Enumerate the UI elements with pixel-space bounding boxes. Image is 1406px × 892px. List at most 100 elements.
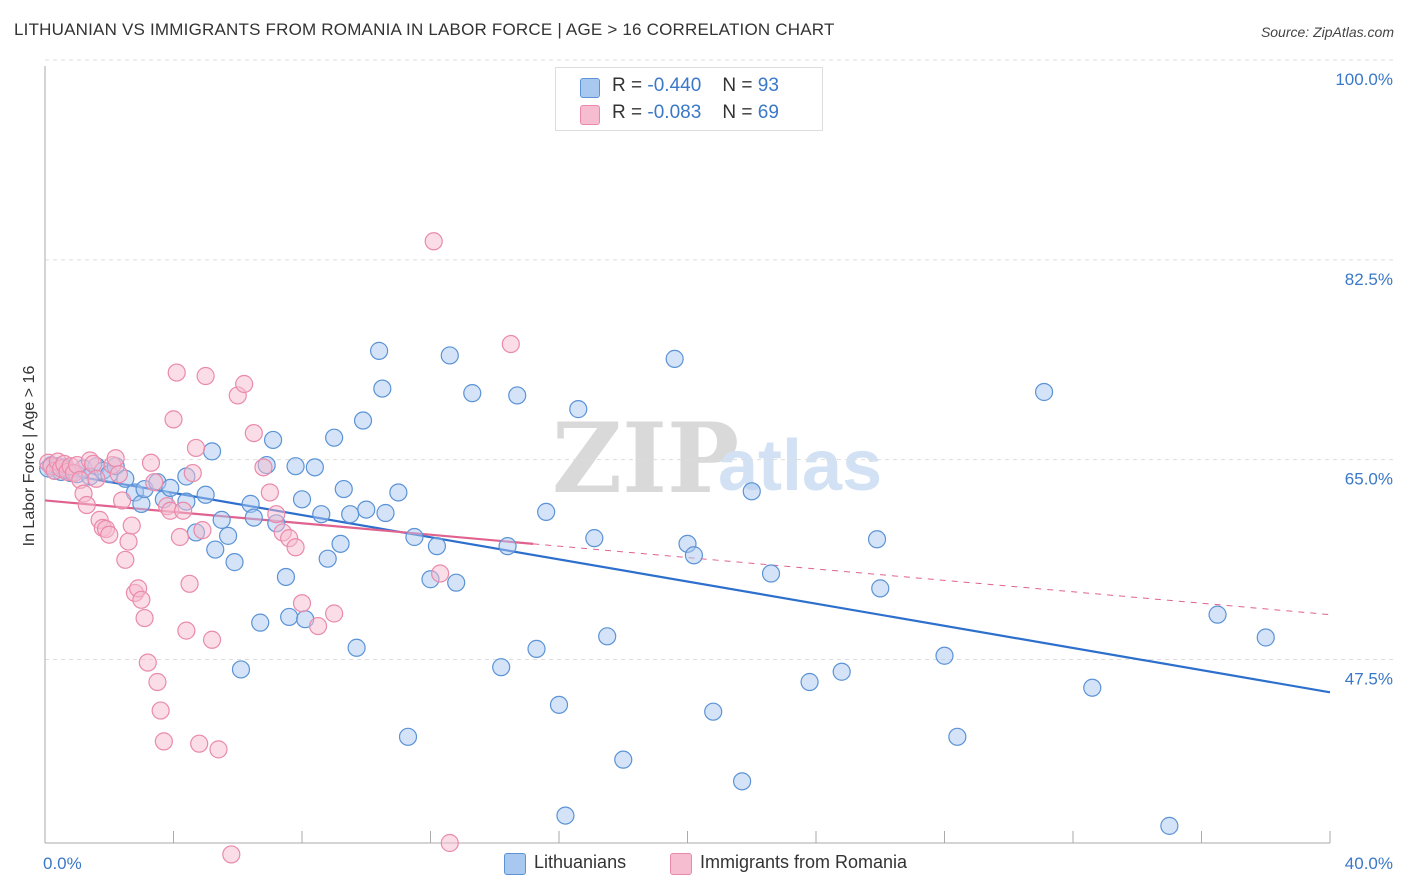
lithuanian-point	[305, 458, 324, 477]
lithuanian-point	[219, 526, 238, 545]
watermark-zip: ZIP	[552, 402, 739, 515]
romania-point	[308, 616, 328, 636]
y-tick-label: 47.5%	[1345, 669, 1393, 688]
romania-point	[109, 465, 128, 484]
romania-point	[132, 590, 151, 609]
lithuanian-point	[1083, 678, 1102, 697]
romania-point	[138, 653, 157, 672]
romania-point	[174, 501, 193, 520]
lithuanian-point	[761, 564, 781, 583]
lithuanian-point	[325, 428, 344, 447]
romania-point	[193, 521, 212, 540]
romania-point	[116, 550, 135, 569]
pink-swatch	[580, 105, 600, 125]
source-credit: Source: ZipAtlas.com	[1260, 24, 1394, 40]
lithuanian-point	[341, 505, 360, 524]
romania-point	[292, 594, 312, 613]
romania-point	[202, 630, 222, 649]
romania-point	[77, 495, 96, 515]
y-tick-label: 82.5%	[1345, 270, 1393, 289]
stats-box: R = -0.440 N = 93 R = -0.083 N = 69	[555, 67, 823, 131]
watermark-atlas: atlas	[718, 426, 882, 506]
romania-point	[424, 232, 443, 251]
lithuanian-point	[206, 540, 225, 559]
x-tick-label: 40.0%	[1345, 854, 1393, 873]
romania-point	[100, 525, 119, 544]
romania-point	[167, 363, 186, 382]
lithuanian-point	[357, 500, 376, 519]
romania-point	[148, 672, 167, 692]
lithuanian-point	[292, 490, 312, 509]
lithuanian-point	[376, 503, 395, 523]
lithuanian-point	[312, 505, 331, 524]
lithuanian-point	[280, 607, 299, 627]
lithuanian-point	[263, 430, 283, 450]
y-axis-label: In Labor Force | Age > 16	[21, 366, 38, 547]
lithuanian-point	[132, 494, 151, 513]
romania-point	[106, 449, 125, 468]
romania-point	[235, 374, 254, 394]
lithuanian-point	[370, 341, 389, 360]
lithuanian-point	[935, 646, 954, 665]
lithuanian-point	[353, 411, 373, 430]
lithuanian-point	[276, 567, 296, 587]
lithuanian-point	[286, 457, 305, 476]
romania-point	[325, 604, 344, 623]
romania-point	[254, 458, 273, 477]
romania-point	[84, 454, 103, 474]
lithuanian-point	[742, 482, 761, 501]
lithuanian-point	[440, 346, 459, 365]
romania-point	[151, 701, 170, 720]
lithuanian-point	[549, 695, 569, 714]
lithuanian-point	[598, 627, 617, 646]
lithuanian-point	[251, 613, 270, 632]
stats-text: R = -0.083 N = 69	[612, 102, 779, 123]
pink-swatch	[670, 853, 692, 875]
legend-label: Lithuanians	[534, 852, 627, 872]
lithuanian-point	[948, 727, 967, 746]
lithuanian-point	[318, 549, 337, 568]
lithuanian-point	[196, 485, 215, 504]
lithuanian-point	[508, 386, 527, 405]
lithuanian-point	[867, 530, 887, 549]
lithuanian-point	[334, 479, 353, 499]
y-tick-label: 100.0%	[1335, 70, 1393, 89]
romania-point	[122, 516, 141, 535]
romania-point	[222, 845, 241, 864]
romania-point	[177, 621, 196, 640]
romania-point	[141, 453, 161, 472]
tick-labels: 100.0% 82.5% 65.0% 47.5% 0.0% 40.0%	[43, 70, 1393, 873]
lithuanian-point	[733, 772, 752, 791]
lithuanian-point	[1160, 816, 1179, 835]
romania-trend-line-dashed	[533, 543, 1331, 616]
romania-point	[164, 410, 183, 429]
lithuanian-point	[373, 379, 392, 398]
lithuanian-point	[871, 579, 890, 598]
lithuanian-point	[447, 573, 466, 592]
lithuanian-point	[684, 546, 704, 565]
lithuanian-point	[347, 638, 366, 657]
lithuanian-point	[498, 537, 517, 556]
lithuanian-point	[800, 672, 819, 692]
lithuanian-point	[398, 727, 418, 746]
gridlines	[45, 59, 1393, 660]
romania-point	[170, 527, 190, 547]
x-tick-label: 0.0%	[43, 854, 82, 873]
romania-point	[180, 574, 199, 593]
romania-point	[267, 505, 286, 524]
legend-label: Immigrants from Romania	[700, 852, 908, 872]
lithuanian-trend-line	[44, 469, 1331, 694]
lithuanian-point	[585, 529, 604, 548]
lithuanian-point	[556, 806, 575, 825]
lithuanian-point	[202, 442, 222, 461]
romania-point	[260, 483, 279, 502]
data-points	[39, 232, 1275, 864]
blue-swatch	[580, 78, 600, 98]
romania-point	[431, 564, 450, 583]
lithuanian-point	[427, 537, 447, 556]
lithuanian-point	[704, 702, 723, 721]
lithuanian-point	[527, 639, 546, 658]
lithuanian-point	[1034, 382, 1054, 402]
lithuanian-point	[665, 349, 684, 368]
